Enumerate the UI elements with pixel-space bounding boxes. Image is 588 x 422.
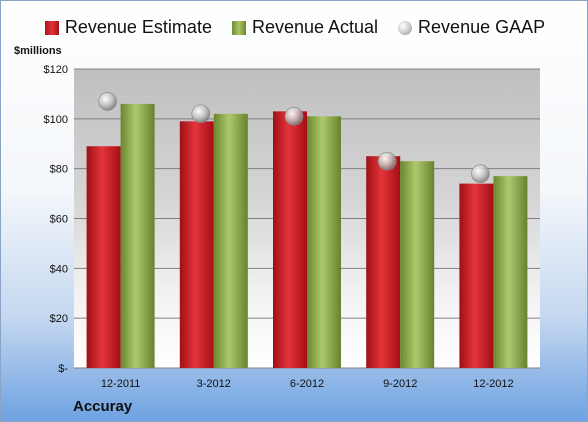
legend-swatch-gaap [398, 20, 413, 35]
marker-revenue-gaap [471, 164, 490, 183]
marker-revenue-gaap [98, 92, 117, 111]
bar-revenue-estimate [459, 183, 494, 368]
x-tick-label: 6-2012 [290, 378, 324, 390]
y-tick-label: $20 [50, 313, 68, 325]
marker-revenue-gaap [377, 151, 397, 171]
bar-revenue-estimate [273, 111, 307, 368]
y-tick-label: $120 [44, 64, 68, 76]
legend-item-revenue-estimate: Revenue Estimate [44, 17, 212, 38]
x-tick-label: 3-2012 [197, 378, 231, 390]
legend-label-gaap: Revenue GAAP [418, 17, 546, 37]
bar-revenue-estimate [366, 156, 401, 368]
bar-revenue-actual [307, 116, 341, 368]
company-name: Accuray [73, 398, 133, 415]
y-tick-label: $- [58, 363, 68, 375]
legend-item-revenue-gaap: Revenue GAAP [398, 17, 545, 38]
bar-revenue-actual [213, 113, 248, 368]
x-tick-label: 12-2011 [101, 378, 141, 390]
bar-revenue-actual [120, 103, 155, 368]
y-axis-unit-label: $millions [14, 45, 62, 57]
bar-revenue-estimate [86, 146, 121, 368]
bar-revenue-actual [493, 176, 528, 368]
x-tick-label: 12-2012 [473, 378, 513, 390]
bar-revenue-actual [400, 161, 435, 368]
legend-label-estimate: Revenue Estimate [64, 17, 212, 37]
y-tick-label: $40 [50, 263, 68, 275]
legend-item-revenue-actual: Revenue Actual [231, 17, 379, 38]
x-tick-label: 9-2012 [383, 378, 417, 390]
bar-revenue-estimate [179, 121, 214, 368]
y-tick-label: $100 [44, 114, 68, 126]
y-tick-label: $80 [50, 164, 68, 176]
legend-label-actual: Revenue Actual [251, 17, 379, 37]
legend-swatch-actual [231, 20, 246, 35]
marker-revenue-gaap [191, 104, 211, 124]
y-tick-label: $60 [50, 214, 68, 226]
marker-revenue-gaap [284, 107, 304, 126]
chart-legend: Revenue Estimate Revenue Actual Revenue … [1, 17, 587, 38]
legend-swatch-estimate [44, 20, 59, 35]
